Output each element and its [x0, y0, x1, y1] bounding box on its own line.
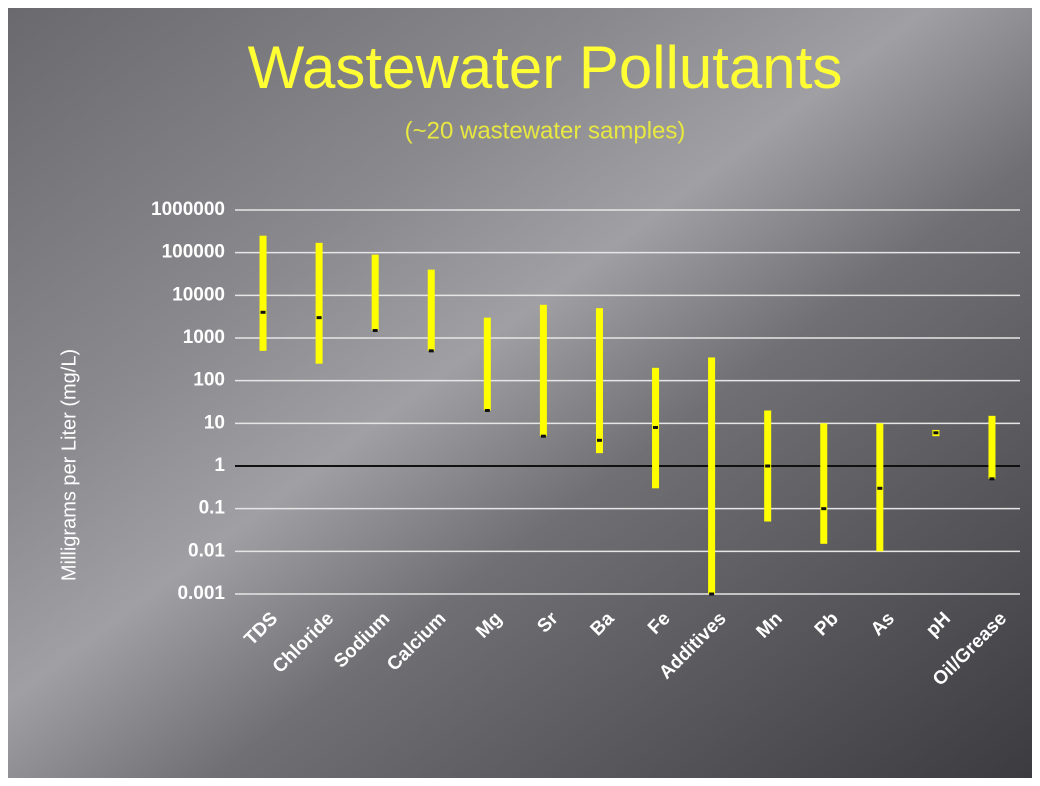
median-marker	[933, 431, 939, 435]
median-marker	[260, 310, 266, 314]
median-marker	[596, 438, 602, 442]
y-tick-label: 10	[204, 412, 225, 433]
median-marker	[428, 349, 434, 353]
chart-title: Wastewater Pollutants	[248, 34, 843, 101]
median-marker	[877, 486, 883, 490]
range-bar	[483, 317, 491, 411]
y-tick-label: 100	[193, 370, 225, 391]
range-bar	[371, 254, 379, 331]
median-marker	[540, 434, 546, 438]
y-tick-label: 0.1	[199, 498, 226, 519]
median-marker	[484, 408, 490, 412]
y-tick-label: 1000000	[151, 199, 225, 220]
y-tick-label: 0.01	[188, 540, 225, 561]
median-marker	[653, 425, 659, 429]
range-bar	[259, 235, 267, 351]
slide-background	[8, 8, 1032, 778]
median-marker	[316, 316, 322, 320]
median-marker	[709, 592, 715, 596]
median-marker	[765, 464, 771, 468]
range-bar	[820, 423, 828, 544]
range-bar	[315, 242, 323, 364]
range-bar	[708, 357, 716, 594]
y-tick-label: 10000	[172, 284, 225, 305]
range-bar	[988, 415, 996, 479]
range-bar	[427, 269, 435, 351]
y-tick-label: 100000	[162, 242, 225, 263]
range-bar	[539, 304, 547, 437]
y-tick-label: 1000	[183, 327, 225, 348]
chart-subtitle: (~20 wastewater samples)	[405, 117, 686, 144]
median-marker	[989, 477, 995, 481]
y-tick-label: 1	[214, 455, 225, 476]
median-marker	[821, 507, 827, 511]
y-tick-label: 0.001	[177, 583, 225, 604]
median-marker	[372, 328, 378, 332]
range-bar	[595, 308, 603, 454]
y-axis-label: Milligrams per Liter (mg/L)	[58, 349, 80, 581]
